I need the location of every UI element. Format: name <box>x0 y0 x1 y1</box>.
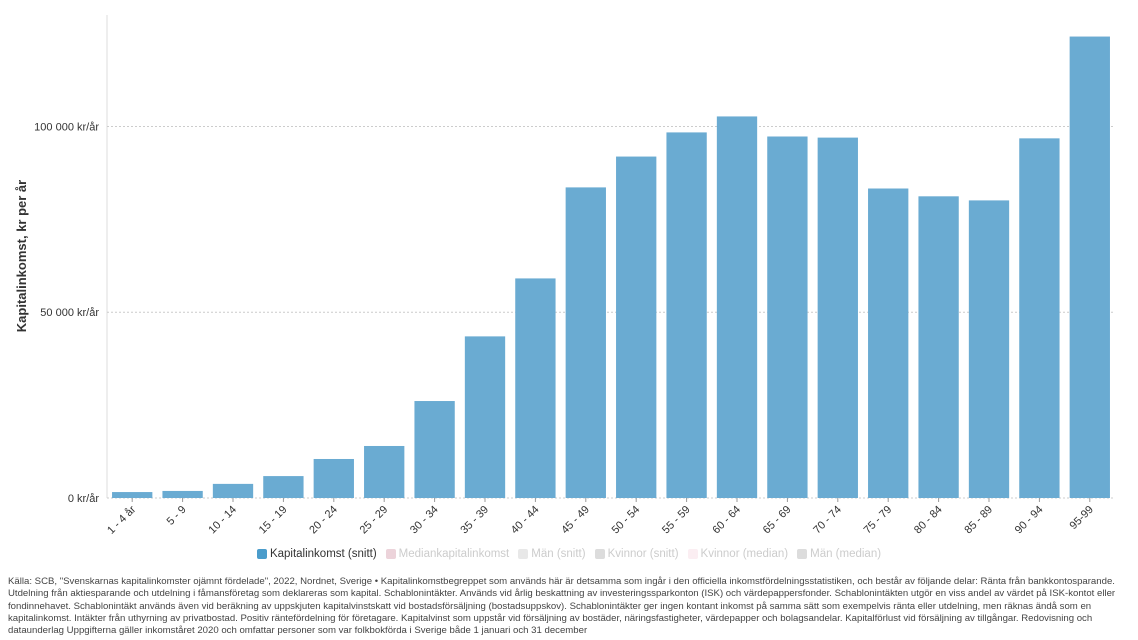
x-tick-label: 45 - 49 <box>559 504 592 537</box>
bar[interactable] <box>868 188 909 498</box>
x-tick-label: 5 - 9 <box>165 504 189 528</box>
bar[interactable] <box>666 132 707 498</box>
legend-label: Män (snitt) <box>531 548 586 560</box>
legend-label: Kvinnor (snitt) <box>607 548 679 560</box>
bar[interactable] <box>112 492 153 498</box>
legend-label: Kvinnor (median) <box>700 548 789 560</box>
bar[interactable] <box>616 156 657 498</box>
x-tick-label: 70 - 74 <box>811 504 844 537</box>
bar[interactable] <box>767 136 808 498</box>
x-tick-label: 1 - 4 år <box>105 503 138 536</box>
legend-label: Män (median) <box>810 548 882 560</box>
bar[interactable] <box>1069 36 1110 499</box>
x-tick-label: 35 - 39 <box>458 504 491 537</box>
bar[interactable] <box>313 458 354 498</box>
legend-item-mediankapitalinkomst[interactable]: Mediankapitalinkomst <box>385 548 510 560</box>
legend: Kapitalinkomst (snitt) Mediankapitalinko… <box>0 548 1138 560</box>
bar[interactable] <box>162 490 203 498</box>
x-tick-label: 10 - 14 <box>206 504 239 537</box>
legend-item-kvinnor-snitt[interactable]: Kvinnor (snitt) <box>594 548 679 560</box>
x-tick-label: 50 - 54 <box>610 504 643 537</box>
y-tick-label: 0 kr/år <box>68 493 100 505</box>
bar[interactable] <box>817 137 858 498</box>
legend-item-kapitalinkomst-snitt[interactable]: Kapitalinkomst (snitt) <box>256 548 377 560</box>
y-axis-title: Kapitalinkomst, kr per år <box>14 180 29 332</box>
bar[interactable] <box>464 336 506 498</box>
bar[interactable] <box>263 476 304 498</box>
bar[interactable] <box>1019 138 1060 498</box>
legend-swatch <box>385 549 396 559</box>
legend-item-kvinnor-median[interactable]: Kvinnor (median) <box>687 548 789 560</box>
x-tick-label: 75 - 79 <box>862 504 895 537</box>
bar[interactable] <box>414 401 455 498</box>
bar[interactable] <box>515 278 556 498</box>
legend-swatch <box>687 549 698 559</box>
y-tick-label: 100 000 kr/år <box>34 121 99 133</box>
x-tick-label: 15 - 19 <box>257 504 290 537</box>
bar-chart: 0 kr/år 50 000 kr/år 100 000 kr/år Kapitali… <box>14 15 1115 537</box>
bar[interactable] <box>364 445 405 498</box>
legend-swatch <box>256 549 267 559</box>
bar[interactable] <box>918 196 959 498</box>
legend-item-man-snitt[interactable]: Män (snitt) <box>518 548 586 560</box>
x-tick-label: 95-99 <box>1068 504 1096 532</box>
x-tick-label: 60 - 64 <box>710 504 743 537</box>
x-tick-label: 65 - 69 <box>761 504 794 537</box>
source-note: Källa: SCB, "Svenskarnas kapitalinkomste… <box>8 576 1116 637</box>
x-tick-label: 30 - 34 <box>408 504 441 537</box>
legend-label: Mediankapitalinkomst <box>398 548 510 560</box>
y-tick-label: 50 000 kr/år <box>40 307 99 319</box>
x-tick-label: 80 - 84 <box>912 504 945 537</box>
bar[interactable] <box>968 200 1010 498</box>
legend-swatch <box>594 549 605 559</box>
x-tick-label: 40 - 44 <box>509 504 542 537</box>
bar[interactable] <box>565 187 606 498</box>
x-tick-label: 25 - 29 <box>358 504 391 537</box>
legend-label: Kapitalinkomst (snitt) <box>269 548 377 560</box>
bar[interactable] <box>716 116 758 499</box>
x-tick-label: 85 - 89 <box>962 504 995 537</box>
legend-item-man-median[interactable]: Män (median) <box>797 548 881 560</box>
x-tick-label: 55 - 59 <box>660 504 693 537</box>
x-tick-label: 20 - 24 <box>307 504 340 537</box>
legend-swatch <box>797 549 808 559</box>
bar[interactable] <box>212 483 254 498</box>
legend-swatch <box>518 549 529 559</box>
x-tick-label: 90 - 94 <box>1013 504 1046 537</box>
